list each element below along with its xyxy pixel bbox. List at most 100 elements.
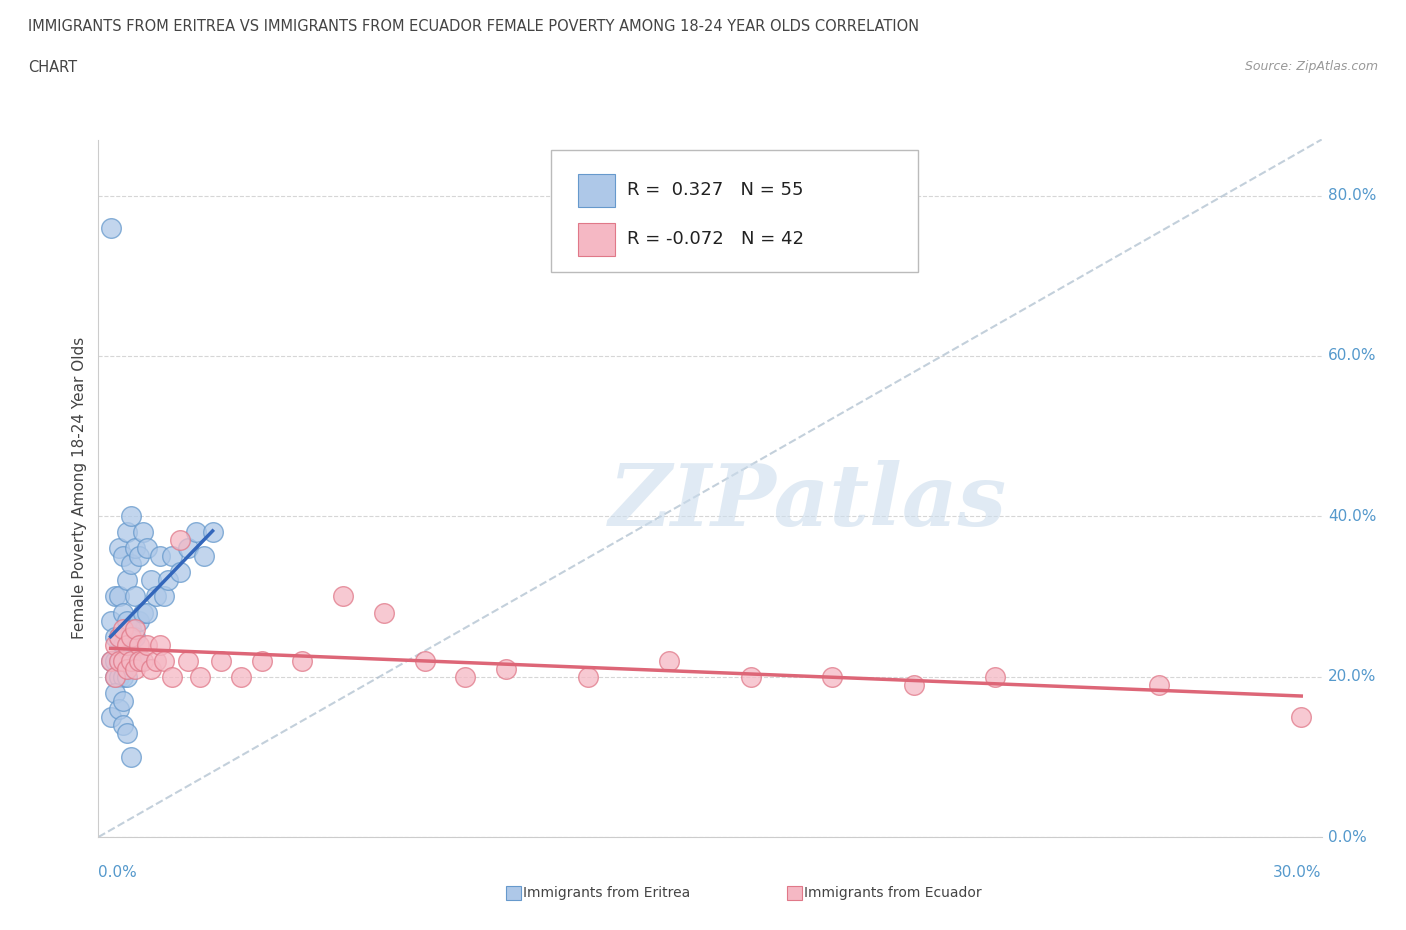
Point <box>100 710 122 724</box>
Point <box>108 653 131 668</box>
Text: Immigrants from Eritrea: Immigrants from Eritrea <box>523 886 690 900</box>
Point <box>104 670 127 684</box>
Point <box>128 637 150 652</box>
Point <box>104 629 127 644</box>
Text: 30.0%: 30.0% <box>1274 865 1322 880</box>
Point <box>128 653 150 668</box>
Point <box>332 589 354 604</box>
Point <box>115 637 138 652</box>
Point <box>111 717 134 732</box>
Point <box>132 525 155 539</box>
Point <box>124 661 146 676</box>
Point <box>111 653 134 668</box>
Point <box>231 670 253 684</box>
Point <box>821 670 844 684</box>
Point <box>160 549 183 564</box>
Point <box>111 693 134 708</box>
Point <box>169 565 191 580</box>
Point <box>124 589 146 604</box>
Point <box>111 637 134 652</box>
Point <box>136 637 159 652</box>
Y-axis label: Female Poverty Among 18-24 Year Olds: Female Poverty Among 18-24 Year Olds <box>72 338 87 640</box>
Text: IMMIGRANTS FROM ERITREA VS IMMIGRANTS FROM ECUADOR FEMALE POVERTY AMONG 18-24 YE: IMMIGRANTS FROM ERITREA VS IMMIGRANTS FR… <box>28 19 920 33</box>
Text: R =  0.327   N = 55: R = 0.327 N = 55 <box>627 181 803 199</box>
Point <box>120 621 142 636</box>
Point <box>145 653 167 668</box>
Text: CHART: CHART <box>28 60 77 75</box>
Point <box>100 653 122 668</box>
FancyBboxPatch shape <box>578 174 614 207</box>
Point <box>903 677 925 692</box>
Point <box>120 557 142 572</box>
Point <box>111 653 134 668</box>
Point <box>152 589 174 604</box>
Point <box>124 541 146 556</box>
Point <box>169 533 191 548</box>
Point <box>108 541 131 556</box>
Point <box>454 670 477 684</box>
Point <box>291 653 314 668</box>
Point <box>186 525 208 539</box>
Point <box>413 653 436 668</box>
Point <box>658 653 681 668</box>
Point <box>250 653 273 668</box>
Point <box>108 701 131 716</box>
Point <box>740 670 762 684</box>
Point <box>984 670 1007 684</box>
Point <box>120 653 142 668</box>
Point <box>132 653 155 668</box>
Point <box>108 629 131 644</box>
Text: ZIPatlas: ZIPatlas <box>609 460 1007 544</box>
Point <box>495 661 517 676</box>
Point <box>120 629 142 644</box>
Text: 40.0%: 40.0% <box>1327 509 1376 524</box>
Point <box>115 525 138 539</box>
Point <box>108 589 131 604</box>
Point <box>1147 677 1170 692</box>
FancyBboxPatch shape <box>551 150 918 272</box>
Point <box>111 670 134 684</box>
Point <box>104 653 127 668</box>
Point <box>373 605 395 620</box>
Text: R = -0.072   N = 42: R = -0.072 N = 42 <box>627 231 804 248</box>
Point <box>201 525 224 539</box>
Text: 0.0%: 0.0% <box>98 865 138 880</box>
Point <box>120 653 142 668</box>
Point <box>156 573 179 588</box>
Point <box>1291 710 1313 724</box>
Text: 0.0%: 0.0% <box>1327 830 1367 844</box>
Point <box>115 725 138 740</box>
Point <box>115 573 138 588</box>
Point <box>209 653 232 668</box>
Point <box>100 220 122 235</box>
Point <box>100 653 122 668</box>
Point <box>115 637 138 652</box>
Point <box>108 629 131 644</box>
Point <box>115 613 138 628</box>
Text: Source: ZipAtlas.com: Source: ZipAtlas.com <box>1244 60 1378 73</box>
Point <box>193 549 215 564</box>
Point <box>160 670 183 684</box>
Point <box>128 653 150 668</box>
Text: 60.0%: 60.0% <box>1327 349 1376 364</box>
Point <box>141 661 163 676</box>
Point <box>124 621 146 636</box>
Point <box>128 613 150 628</box>
Point <box>145 589 167 604</box>
Point <box>111 621 134 636</box>
Text: 80.0%: 80.0% <box>1327 188 1376 203</box>
Point <box>111 549 134 564</box>
Point <box>136 605 159 620</box>
Point <box>188 670 212 684</box>
Point <box>120 750 142 764</box>
Text: 20.0%: 20.0% <box>1327 670 1376 684</box>
FancyBboxPatch shape <box>578 222 614 256</box>
Point <box>177 541 200 556</box>
Point <box>104 685 127 700</box>
Point <box>149 637 172 652</box>
Point <box>132 605 155 620</box>
Point <box>136 541 159 556</box>
Point <box>115 661 138 676</box>
Point <box>108 653 131 668</box>
Point <box>104 637 127 652</box>
